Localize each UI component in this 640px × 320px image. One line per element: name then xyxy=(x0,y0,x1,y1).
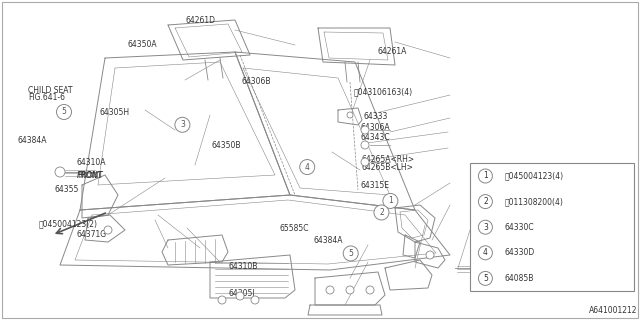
Text: 64330D: 64330D xyxy=(504,248,534,257)
Text: FIG.641-6: FIG.641-6 xyxy=(28,93,65,102)
Text: 64261D: 64261D xyxy=(186,16,216,25)
Circle shape xyxy=(374,205,389,220)
Text: 64305I: 64305I xyxy=(228,289,255,298)
Circle shape xyxy=(361,126,369,134)
Circle shape xyxy=(479,246,492,260)
Text: 65585C: 65585C xyxy=(280,224,309,233)
Text: 64306A: 64306A xyxy=(360,124,390,132)
Text: 4: 4 xyxy=(483,248,488,257)
Circle shape xyxy=(175,117,190,132)
Text: 2: 2 xyxy=(379,208,384,217)
Text: 64305H: 64305H xyxy=(99,108,129,117)
Circle shape xyxy=(347,112,353,118)
Circle shape xyxy=(383,194,398,208)
Text: FRONT: FRONT xyxy=(77,171,103,180)
Text: 64350B: 64350B xyxy=(211,141,241,150)
Circle shape xyxy=(300,160,315,174)
Bar xyxy=(470,163,634,291)
Text: 3: 3 xyxy=(483,223,488,232)
Text: 64384A: 64384A xyxy=(17,136,47,145)
Text: 3: 3 xyxy=(180,120,185,129)
Circle shape xyxy=(361,141,369,149)
Circle shape xyxy=(479,220,492,234)
Text: 5: 5 xyxy=(483,274,488,283)
Text: Ⓢ045004123(4): Ⓢ045004123(4) xyxy=(504,172,564,180)
Circle shape xyxy=(479,169,492,183)
Circle shape xyxy=(218,296,226,304)
Text: 64315E: 64315E xyxy=(360,181,389,190)
Text: Ⓢ011308200(4): Ⓢ011308200(4) xyxy=(504,197,563,206)
Text: 1: 1 xyxy=(388,196,393,205)
Text: 64343C: 64343C xyxy=(360,133,390,142)
Circle shape xyxy=(251,296,259,304)
Text: A641001212: A641001212 xyxy=(589,306,637,315)
Circle shape xyxy=(366,286,374,294)
Text: Ⓢ045004123(2): Ⓢ045004123(2) xyxy=(38,220,97,228)
Text: 64085B: 64085B xyxy=(504,274,534,283)
Text: 64265B<LH>: 64265B<LH> xyxy=(362,163,413,172)
Text: 64265A<RH>: 64265A<RH> xyxy=(362,156,415,164)
Text: Ⓢ043106163(4): Ⓢ043106163(4) xyxy=(354,88,413,97)
Text: FRONT: FRONT xyxy=(77,171,103,180)
Text: 64306B: 64306B xyxy=(242,77,271,86)
Circle shape xyxy=(326,286,334,294)
Text: 64333: 64333 xyxy=(364,112,388,121)
Circle shape xyxy=(104,226,112,234)
Circle shape xyxy=(361,158,369,166)
Text: 4: 4 xyxy=(305,163,310,172)
Circle shape xyxy=(479,195,492,209)
Text: 5: 5 xyxy=(348,249,353,258)
Text: 5: 5 xyxy=(61,108,67,116)
Text: 64371G: 64371G xyxy=(77,230,107,239)
Circle shape xyxy=(343,246,358,261)
Circle shape xyxy=(426,251,434,259)
Circle shape xyxy=(479,271,492,285)
Text: 64310A: 64310A xyxy=(77,158,106,167)
Text: 64355: 64355 xyxy=(54,185,79,194)
Circle shape xyxy=(346,286,354,294)
Circle shape xyxy=(55,167,65,177)
Text: 1: 1 xyxy=(483,172,488,180)
Text: CHILD SEAT: CHILD SEAT xyxy=(28,86,73,95)
Text: 64384A: 64384A xyxy=(314,236,343,245)
Circle shape xyxy=(493,263,503,273)
Circle shape xyxy=(56,105,72,119)
Text: 64261A: 64261A xyxy=(378,47,407,56)
Circle shape xyxy=(236,292,244,300)
Text: 64310B: 64310B xyxy=(228,262,258,271)
Text: 64330C: 64330C xyxy=(504,223,534,232)
Text: 64350A: 64350A xyxy=(128,40,157,49)
Text: 2: 2 xyxy=(483,197,488,206)
